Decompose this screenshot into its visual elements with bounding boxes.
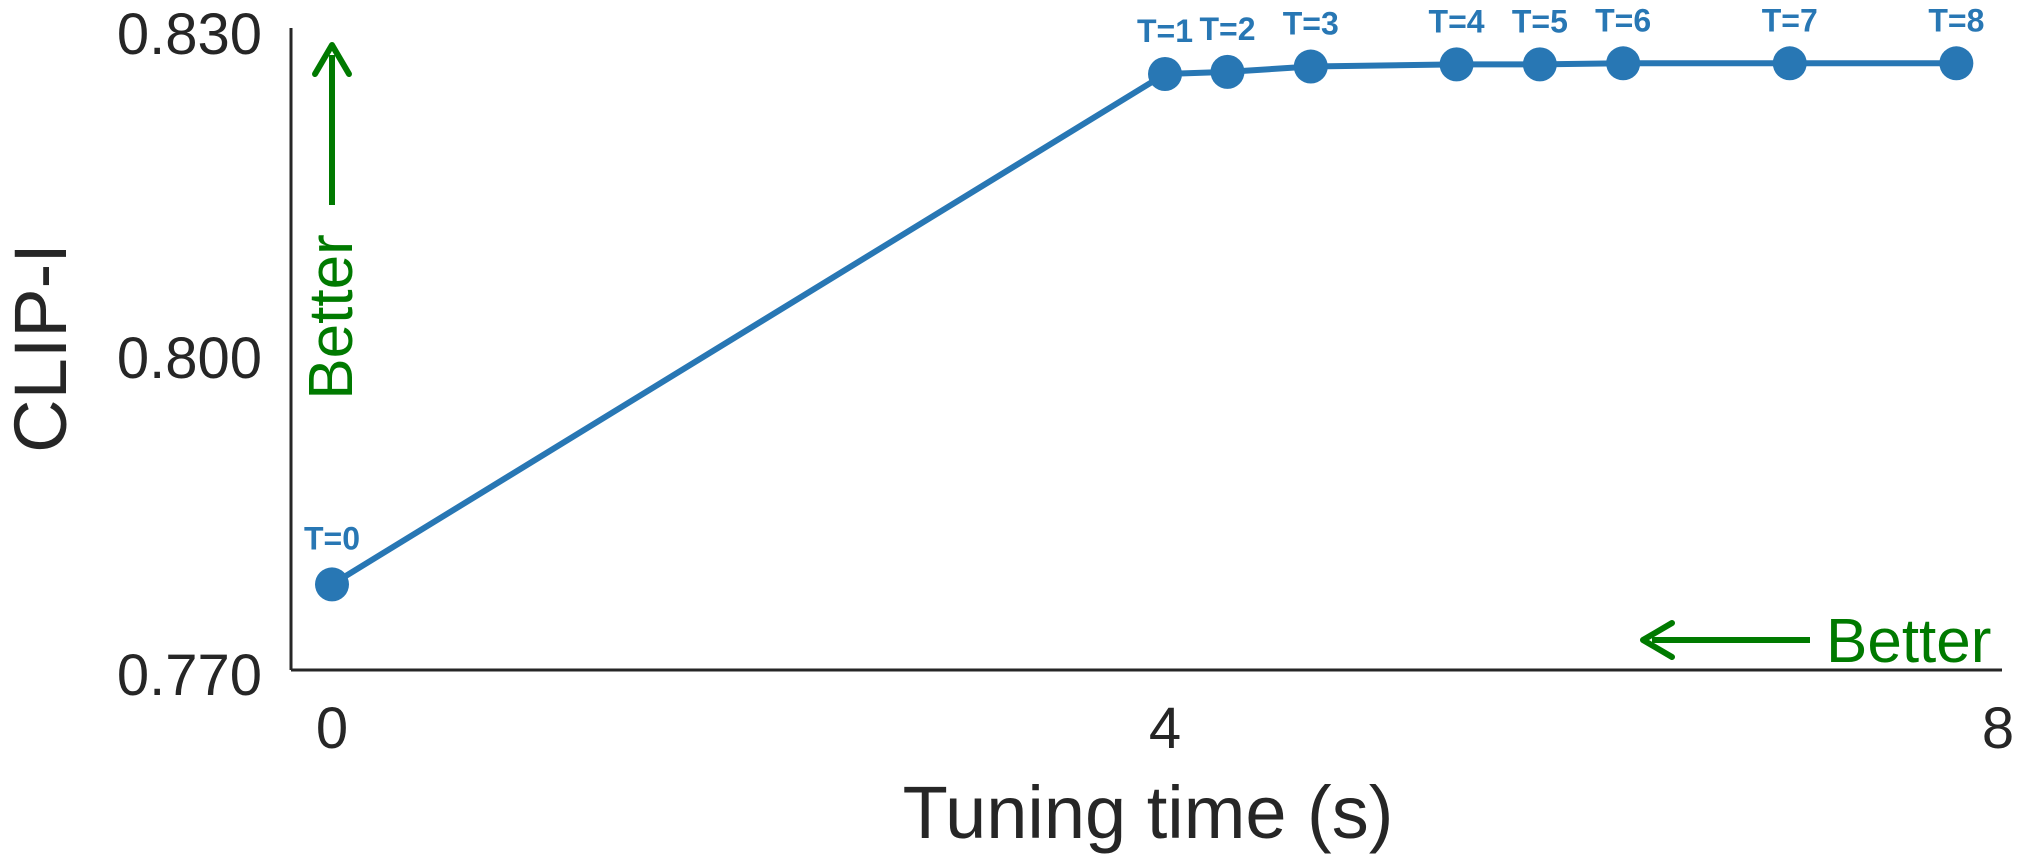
data-point — [1522, 47, 1557, 82]
data-point — [1439, 47, 1474, 82]
data-point-label: T=7 — [1762, 2, 1818, 38]
y-tick-label: 0.800 — [117, 326, 262, 391]
better-up-label: Better — [297, 234, 366, 399]
series-line — [330, 60, 1957, 587]
y-axis-title: CLIP-I — [0, 243, 82, 453]
better-up-annotation: Better — [297, 42, 366, 400]
data-point — [1606, 46, 1641, 81]
data-point — [1293, 49, 1328, 84]
data-point-label: T=8 — [1928, 2, 1984, 38]
data-point — [1148, 57, 1182, 92]
data-point — [1210, 54, 1245, 89]
y-tick-label: 0.830 — [117, 2, 262, 67]
better-left-annotation: Better — [1640, 607, 1991, 676]
better-left-label: Better — [1826, 607, 1991, 676]
data-point-label: T=2 — [1199, 11, 1255, 47]
x-axis-title: Tuning time (s) — [903, 771, 1394, 854]
data-point-label: T=4 — [1429, 3, 1485, 39]
data-point — [315, 567, 349, 602]
data-point-label: T=0 — [304, 520, 360, 556]
better-up-arrow-head — [312, 42, 352, 77]
data-point — [1939, 46, 1974, 81]
series-layer: T=0 T=1 T=2 T=3 T=4 T=5 T=6 T=7 T=8 — [304, 2, 1984, 602]
x-tick-label: 8 — [1982, 696, 2014, 761]
y-tick-label: 0.770 — [117, 643, 262, 708]
x-tick-label: 4 — [1149, 696, 1181, 761]
data-point-label: T=6 — [1595, 2, 1651, 38]
data-point-label: T=5 — [1512, 3, 1568, 39]
data-point-label: T=3 — [1283, 6, 1339, 42]
data-point-label: T=1 — [1137, 13, 1193, 49]
x-tick-label: 0 — [316, 696, 348, 761]
data-point — [1772, 46, 1807, 81]
better-left-arrow-head — [1640, 620, 1675, 660]
